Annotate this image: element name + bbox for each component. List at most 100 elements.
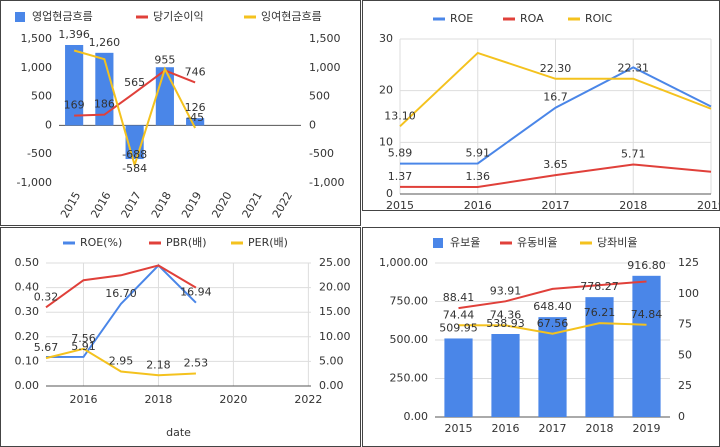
y2-tick-label: 50 (678, 348, 692, 361)
data-label: 13.10 (384, 109, 416, 122)
chart: 0.00 250.00 500.00 750.00 1,000.00 0 25 50 75 100… (379, 236, 699, 435)
data-label: 74.36 (490, 308, 522, 321)
line (73, 49, 197, 169)
data-label: 1.36 (466, 170, 491, 183)
y-tick-label: 30 (379, 32, 393, 45)
data-label: 1.37 (388, 170, 413, 183)
data-label: 22.31 (618, 62, 650, 75)
data-label: 2.53 (184, 357, 209, 370)
x-tick-label: 2017 (542, 199, 570, 210)
x-tick-label: 2017 (119, 190, 144, 221)
y2-tick-label: 0.00 (319, 379, 344, 392)
data-label: 5.91 (71, 340, 96, 353)
y2-tick-label: 5.00 (319, 354, 344, 367)
y-tick-label: 0.50 (15, 256, 40, 269)
legend-label: 영업현금흐름 (32, 10, 93, 23)
legend-label: ROA (520, 12, 544, 25)
y-tick-label: 750.00 (390, 295, 429, 308)
x-tick-label: 2015 (445, 422, 473, 435)
x-tick-label: 2020 (219, 393, 247, 406)
data-label: 746 (185, 65, 206, 78)
data-label: 1,396 (58, 28, 90, 41)
legend-swatch (433, 238, 443, 248)
line (45, 347, 196, 377)
data-label: 67.56 (537, 317, 569, 330)
legend-label: PER(배) (248, 236, 288, 249)
y-tick-label: 0.40 (15, 281, 40, 294)
y2-tick-label: 1,500 (309, 32, 341, 45)
x-tick-label: 2022 (294, 393, 322, 406)
y-tick-label: 250.00 (390, 372, 429, 385)
data-label: 16.70 (105, 287, 137, 300)
y2-tick-label: 20.00 (319, 281, 351, 294)
panel: 0.00 0.10 0.20 0.30 0.40 0.50 0.00 5.00 10.00 15.… (0, 227, 361, 447)
legend-label: 당기순이익 (153, 10, 204, 23)
data-label: 74.84 (631, 308, 663, 321)
x-tick-label: 2021 (240, 190, 265, 221)
y-tick-label: 10 (379, 135, 393, 148)
data-label: 3.65 (543, 158, 568, 171)
y2-tick-label: 125 (678, 256, 699, 269)
line (399, 66, 712, 165)
data-label: 5.89 (388, 147, 413, 160)
bar (585, 297, 614, 417)
y-tick-label: 0 (45, 118, 52, 131)
y2-tick-label: 500 (309, 90, 330, 103)
legend-label: 잉여현금흐름 (261, 10, 322, 23)
legend-label: 유보율 (450, 236, 480, 249)
y-tick-label: 0.30 (15, 305, 40, 318)
data-label: 565 (124, 76, 145, 89)
y2-tick-label: 1,000 (309, 61, 341, 74)
y-tick-label: 20 (379, 84, 393, 97)
bar (95, 52, 114, 126)
panel: 0.00 250.00 500.00 750.00 1,000.00 0 25 50 75 100… (362, 227, 720, 447)
y-tick-label: 500.00 (390, 333, 429, 346)
legend-label: ROE(%) (80, 236, 122, 249)
y-tick-label: 1,000.00 (379, 256, 428, 269)
y2-tick-label: 0 (678, 410, 685, 423)
y2-tick-label: 75 (678, 318, 692, 331)
y-tick-label: 0.10 (15, 354, 40, 367)
data-label: 955 (154, 53, 175, 66)
data-label: 5.71 (621, 147, 646, 160)
data-label: 16.94 (180, 286, 212, 299)
line (45, 264, 197, 309)
chart: -1,000 -500 0 500 1,000 1,500 -1,000 -500 0 500 1,… (15, 10, 344, 221)
legend-label: 당좌비율 (597, 236, 637, 249)
x-tick-label: 2019 (179, 190, 204, 221)
x-tick-label: 2017 (539, 422, 567, 435)
y-tick-label: 1,000 (21, 61, 53, 74)
legend-label: PBR(배) (166, 236, 207, 249)
legend-label: ROE (450, 12, 473, 25)
chart: 0 10 20 30 2015 2016 2017 2018 2019 ROE ROA ROIC 5.8… (379, 12, 719, 210)
x-tick-label: 2020 (209, 190, 234, 221)
y2-tick-label: 15.00 (319, 305, 351, 318)
y-tick-label: 0.00 (15, 379, 40, 392)
y-tick-label: 500 (31, 90, 52, 103)
y-tick-label: -1,000 (17, 176, 52, 189)
y2-tick-label: 10.00 (319, 330, 351, 343)
data-label: 0.32 (34, 290, 59, 303)
data-label: 169 (64, 99, 85, 112)
x-tick-label: 2018 (619, 199, 647, 210)
data-label: 538.93 (486, 317, 525, 330)
x-tick-label: 2018 (144, 393, 172, 406)
bar (186, 118, 205, 126)
chart: 0.00 0.10 0.20 0.30 0.40 0.50 0.00 5.00 10.00 15.… (15, 236, 351, 439)
data-label: 16.7 (543, 91, 568, 104)
data-label: 2.95 (109, 354, 134, 367)
y2-tick-label: -1,000 (309, 176, 344, 189)
line (399, 163, 712, 188)
data-label: 648.40 (533, 300, 572, 313)
data-label: 126 (185, 101, 206, 114)
panel: 0 10 20 30 2015 2016 2017 2018 2019 ROE ROA ROIC 5.8… (362, 0, 720, 211)
data-label: 778.27 (580, 280, 619, 293)
line (45, 264, 197, 359)
data-label: 2.18 (146, 358, 171, 371)
y-tick-label: -500 (27, 147, 52, 160)
data-label: 74.44 (443, 308, 475, 321)
y2-tick-label: 0 (309, 118, 316, 131)
data-label: -584 (122, 162, 147, 175)
x-tick-label: 2019 (697, 199, 719, 210)
